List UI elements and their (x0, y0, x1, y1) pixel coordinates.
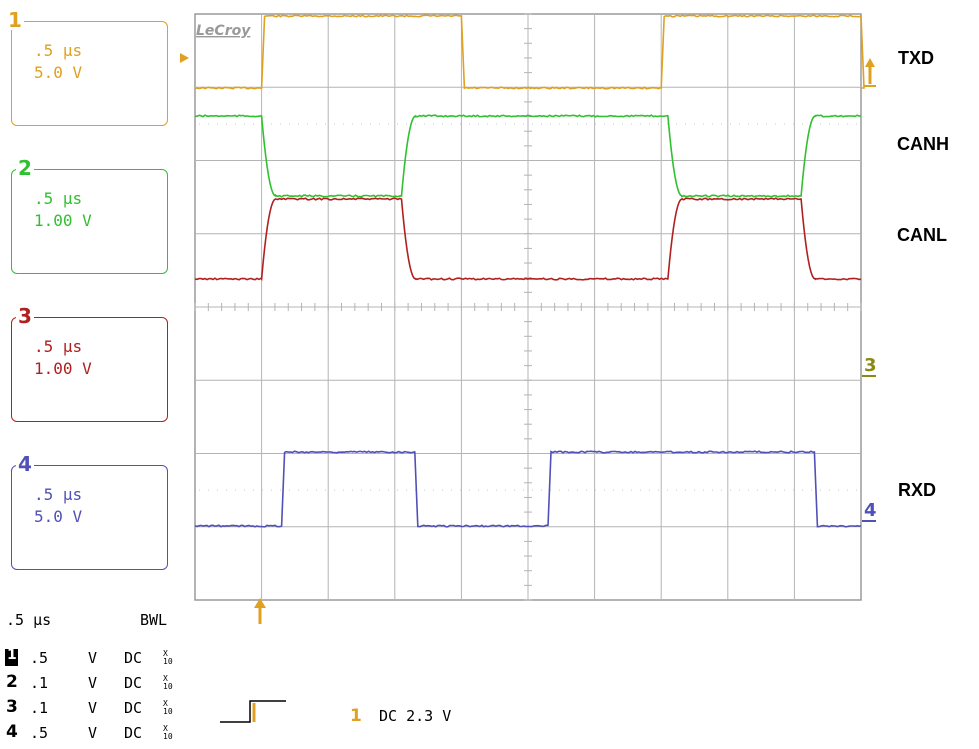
settings-volts: .1 (30, 674, 49, 692)
settings-volts: .1 (30, 699, 49, 717)
settings-coupling: DC (124, 699, 143, 717)
settings-row: 4 .5 V DC X 10 (0, 722, 190, 745)
trigger-position-arrow-icon (254, 598, 266, 624)
channel-4-box[interactable]: .5 µs 5.0 V (11, 465, 168, 570)
settings-channel-number: 3 (6, 697, 18, 717)
settings-probe-x: X (163, 674, 168, 683)
channel-4-time: .5 µs (34, 485, 83, 504)
channel-2-box[interactable]: .5 µs 1.00 V (11, 169, 168, 274)
trace-canl (194, 197, 862, 281)
timebase-value: .5 µs (6, 611, 52, 629)
trace-canh (194, 114, 862, 198)
graticule (194, 13, 862, 601)
channel-3-box[interactable]: .5 µs 1.00 V (11, 317, 168, 422)
trace-txd (194, 14, 865, 90)
label-canl: CANL (897, 225, 947, 245)
channel-4-number: 4 (16, 452, 34, 476)
ch4-offset-marker: 4 (864, 500, 877, 521)
settings-volts: .5 (30, 724, 49, 742)
settings-probe-ratio: 10 (163, 732, 173, 741)
settings-probe-x: X (163, 699, 168, 708)
label-canh: CANH (897, 134, 949, 154)
settings-probe-x: X (163, 649, 168, 658)
settings-probe-ratio: 10 (163, 682, 173, 691)
ch3-offset-marker: 3 (864, 355, 877, 376)
settings-unit: V (88, 649, 98, 667)
settings-probe-ratio: 10 (163, 657, 173, 666)
bwl-indicator: BWL (140, 611, 168, 629)
channel-3-volts: 1.00 V (34, 359, 92, 378)
channel-2-number: 2 (16, 156, 34, 180)
settings-probe-ratio: 10 (163, 707, 173, 716)
label-rxd: RXD (898, 480, 937, 500)
channel-1-volts: 5.0 V (34, 63, 83, 82)
trace-rxd (194, 450, 862, 528)
settings-row: 2 .1 V DC X 10 (0, 672, 190, 695)
settings-row: 1 .5 V DC X 10 (0, 647, 190, 670)
settings-coupling: DC (124, 674, 143, 692)
traces (194, 14, 865, 528)
settings-channel-number: 2 (6, 672, 18, 692)
channel-1-selected-box (5, 649, 18, 666)
settings-channel-number: 4 (6, 722, 18, 742)
trigger-setting: DC 2.3 V (379, 707, 452, 725)
trigger-source: 1 (350, 706, 362, 726)
channel-1-box[interactable]: .5 µs 5.0 V (11, 21, 168, 126)
label-txd: TXD (898, 48, 934, 68)
trigger-slope-icon (220, 700, 286, 723)
settings-row: 3 .1 V DC X 10 (0, 697, 190, 720)
channel-2-volts: 1.00 V (34, 211, 92, 230)
settings-unit: V (88, 674, 98, 692)
channel-3-number: 3 (16, 304, 34, 328)
ch1-offset-marker-icon (180, 53, 189, 63)
settings-unit: V (88, 724, 98, 742)
settings-channel-number: 1 (7, 647, 17, 663)
settings-coupling: DC (124, 649, 143, 667)
settings-coupling: DC (124, 724, 143, 742)
settings-volts: .5 (30, 649, 49, 667)
settings-probe-x: X (163, 724, 168, 733)
channel-3-time: .5 µs (34, 337, 83, 356)
channel-2-time: .5 µs (34, 189, 83, 208)
channel-4-volts: 5.0 V (34, 507, 83, 526)
channel-1-number: 1 (6, 8, 24, 32)
trigger-level-arrow-icon (864, 58, 876, 87)
settings-unit: V (88, 699, 98, 717)
channel-1-time: .5 µs (34, 41, 83, 60)
brand-logo: LeCroy (196, 23, 251, 39)
